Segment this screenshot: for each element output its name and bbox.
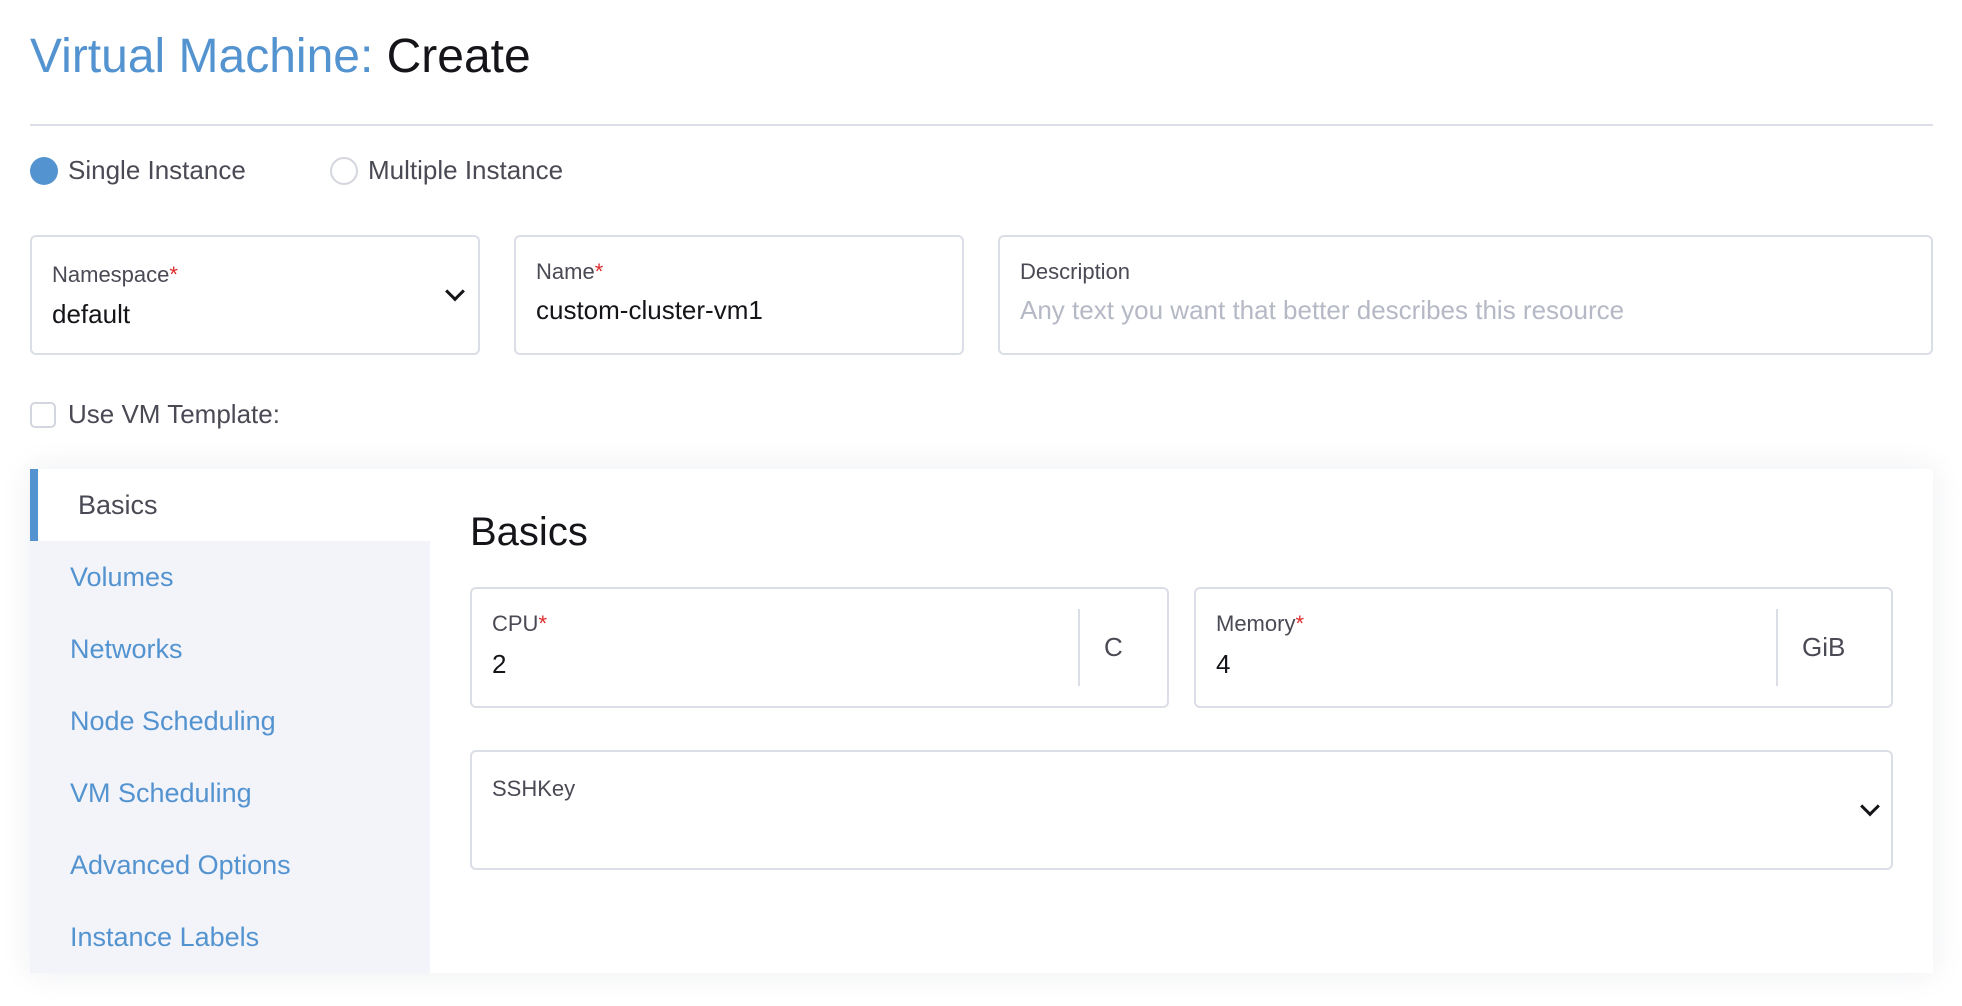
radio-label: Single Instance [68, 155, 246, 185]
config-panel: Basics Volumes Networks Node Scheduling … [30, 469, 1933, 973]
sidebar: Basics Volumes Networks Node Scheduling … [30, 469, 430, 973]
title-action: Create [386, 30, 531, 83]
namespace-value: default [52, 299, 131, 329]
sidebar-item-networks[interactable]: Networks [70, 633, 183, 664]
chevron-down-icon [445, 281, 465, 302]
cpu-unit: C [1078, 609, 1123, 686]
chevron-down-icon [1860, 796, 1880, 817]
sidebar-item-volumes[interactable]: Volumes [70, 561, 174, 592]
memory-field[interactable]: Memory* 4 GiB [1194, 587, 1893, 708]
namespace-label: Namespace* [52, 262, 178, 287]
memory-label: Memory* [1216, 611, 1305, 636]
radio-multiple-instance[interactable]: Multiple Instance [330, 155, 563, 186]
sshkey-label: SSHKey [492, 776, 576, 801]
memory-unit: GiB [1776, 609, 1845, 686]
checkbox-label: Use VM Template: [68, 399, 280, 429]
namespace-select[interactable]: Namespace* default [30, 235, 480, 355]
name-label: Name* [536, 259, 604, 284]
radio-unselected-icon [330, 156, 358, 185]
sidebar-item-node-scheduling[interactable]: Node Scheduling [70, 705, 276, 736]
sidebar-item-instance-labels[interactable]: Instance Labels [70, 921, 260, 952]
cpu-label: CPU* [492, 611, 548, 636]
title-prefix: Virtual Machine: [30, 30, 374, 83]
sshkey-select[interactable]: SSHKey [470, 750, 1893, 870]
use-vm-template-checkbox[interactable]: Use VM Template: [30, 399, 280, 430]
cpu-value: 2 [492, 649, 507, 679]
sidebar-item-vm-scheduling[interactable]: VM Scheduling [70, 777, 252, 808]
section-heading: Basics [470, 510, 588, 554]
memory-value: 4 [1216, 649, 1231, 679]
sidebar-item-basics[interactable]: Basics [30, 469, 430, 541]
cpu-field[interactable]: CPU* 2 C [470, 587, 1169, 708]
checkbox-icon [30, 401, 56, 428]
sidebar-item-advanced-options[interactable]: Advanced Options [70, 849, 291, 880]
radio-single-instance[interactable]: Single Instance [30, 155, 246, 186]
page-title: Virtual Machine: Create [30, 28, 531, 86]
radio-label: Multiple Instance [368, 155, 564, 185]
description-label: Description [1020, 259, 1131, 284]
description-field[interactable]: Description Any text you want that bette… [998, 235, 1933, 355]
radio-selected-icon [30, 156, 58, 185]
name-value: custom-cluster-vm1 [536, 295, 763, 325]
name-field[interactable]: Name* custom-cluster-vm1 [514, 235, 964, 355]
divider [30, 124, 1933, 126]
description-placeholder: Any text you want that better describes … [1020, 295, 1625, 325]
